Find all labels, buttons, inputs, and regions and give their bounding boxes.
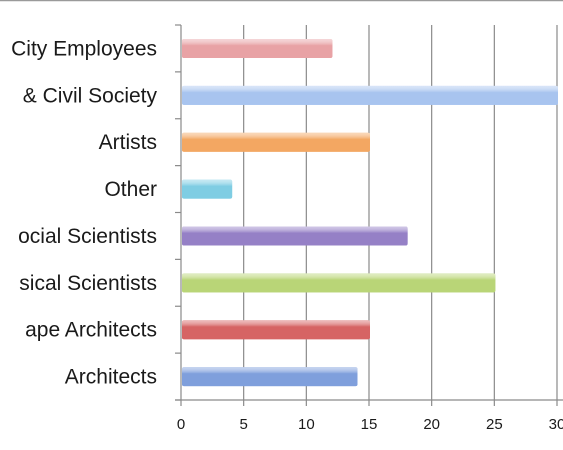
- category-label: Architects: [65, 366, 157, 389]
- x-tick-label: 10: [298, 416, 315, 433]
- category-label: ape Architects: [25, 319, 157, 342]
- x-tick-label: 15: [361, 416, 378, 433]
- category-label-layer: City Employees & Civil Society Artists Othe…: [11, 37, 157, 388]
- bar-0: [182, 38, 333, 58]
- category-label: & Civil Society: [23, 84, 158, 107]
- bar-4: [182, 226, 408, 246]
- bar-7: [182, 367, 358, 387]
- category-label: Other: [104, 178, 157, 201]
- bar-1: [182, 85, 558, 105]
- category-label: Artists: [99, 131, 157, 154]
- grid-layer: [0, 0, 563, 406]
- tick-label-layer: 0 5 10 15 20 25 30: [177, 416, 563, 433]
- bar-5: [182, 273, 496, 293]
- category-label: City Employees: [11, 37, 157, 60]
- bar-6: [182, 320, 370, 340]
- x-tick-label: 25: [486, 416, 503, 433]
- bar-3: [182, 179, 233, 199]
- x-tick-label: 5: [239, 416, 247, 433]
- x-tick-label: 20: [423, 416, 440, 433]
- x-tick-label: 30: [549, 416, 563, 433]
- x-tick-label: 0: [177, 416, 185, 433]
- bar-2: [182, 132, 370, 152]
- category-label: sical Scientists: [19, 272, 157, 295]
- bar-layer: [182, 38, 558, 387]
- category-label: ocial Scientists: [18, 225, 157, 248]
